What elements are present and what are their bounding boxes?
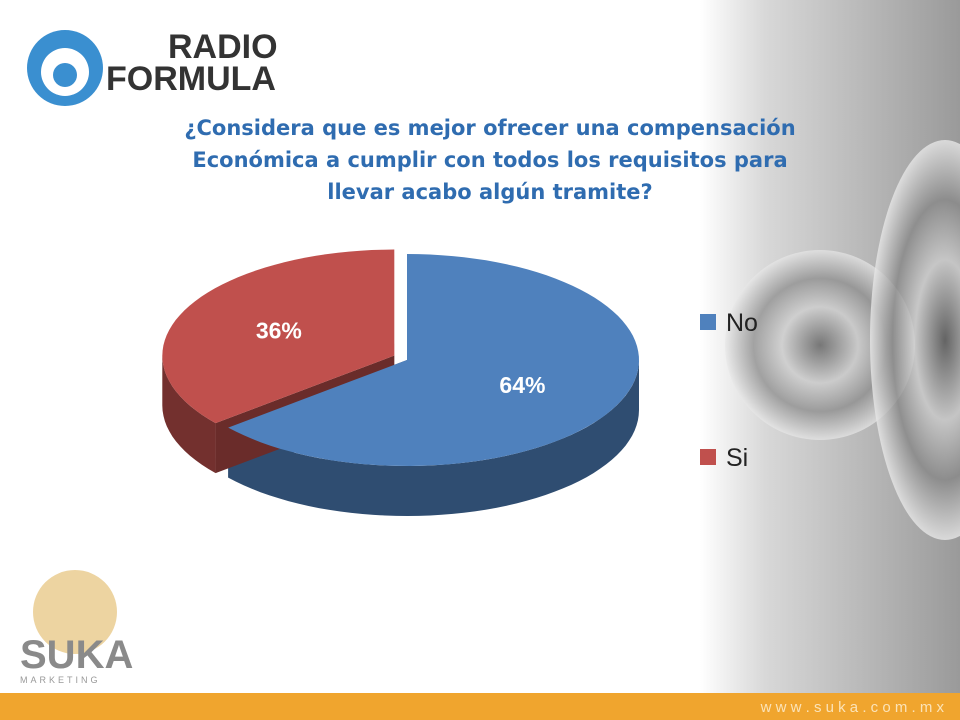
legend-swatch bbox=[700, 314, 716, 330]
slice bbox=[162, 249, 395, 424]
data-label: 36% bbox=[256, 318, 302, 344]
footer-bar bbox=[0, 693, 960, 720]
suka-brand: SUKA bbox=[20, 633, 133, 677]
logo-icon bbox=[53, 63, 77, 87]
legend-swatch bbox=[700, 449, 716, 465]
suka-logo bbox=[33, 570, 117, 654]
slice bbox=[228, 254, 639, 466]
legend-label: No bbox=[726, 309, 758, 337]
speaker bbox=[725, 250, 915, 440]
logo-text: FORMULA bbox=[106, 60, 276, 98]
data-label: 64% bbox=[499, 372, 545, 398]
slice-side bbox=[162, 355, 216, 474]
footer-url: w w w . s u k a . c o m . m x bbox=[760, 699, 945, 716]
suka-tagline: MARKETING bbox=[20, 675, 101, 685]
slice-side bbox=[228, 360, 639, 516]
logo-text: RADIO bbox=[168, 28, 278, 66]
chart-title: ¿Considera que es mejor ofrecer una comp… bbox=[184, 116, 796, 204]
legend-label: Si bbox=[726, 444, 748, 472]
speaker bbox=[870, 140, 960, 540]
